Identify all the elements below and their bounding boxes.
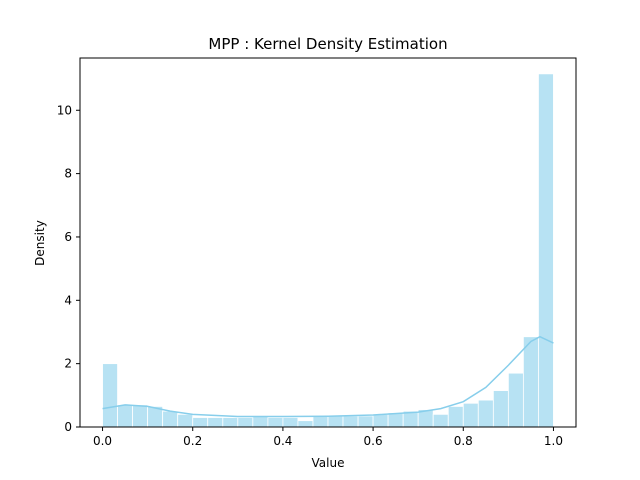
bar (447, 406, 464, 428)
bar (387, 412, 404, 428)
x-tick-label: 0.4 (273, 434, 292, 448)
bar (102, 363, 118, 428)
x-axis-label: Value (312, 456, 345, 470)
bar (162, 410, 179, 428)
y-tick-label: 8 (64, 167, 72, 181)
bar (237, 417, 254, 428)
bar (462, 402, 479, 428)
bar (372, 413, 389, 428)
bar (132, 404, 149, 428)
bar (297, 420, 314, 428)
bar (117, 404, 134, 428)
bar (207, 417, 224, 428)
x-tick-label: 0.6 (364, 434, 383, 448)
y-tick-label: 0 (64, 420, 72, 434)
y-tick-label: 2 (64, 357, 72, 371)
y-tick-label: 6 (64, 230, 72, 244)
bar (492, 390, 509, 428)
bar (312, 415, 329, 428)
y-tick-label: 4 (64, 293, 72, 307)
bar (222, 417, 239, 428)
x-tick-label: 0.0 (93, 434, 112, 448)
bar (342, 415, 359, 428)
x-tick-label: 1.0 (544, 434, 563, 448)
bar (282, 417, 299, 428)
bar (357, 415, 374, 428)
chart-title: MPP : Kernel Density Estimation (208, 35, 447, 53)
bar (192, 417, 209, 428)
bar (522, 336, 539, 428)
y-axis-label: Density (33, 220, 47, 266)
bar (538, 73, 554, 428)
y-tick-label: 10 (57, 103, 72, 117)
bar (327, 415, 344, 428)
bar (477, 399, 494, 428)
bar (432, 413, 449, 428)
bar (507, 372, 524, 428)
kde-line (102, 335, 554, 418)
x-tick-label: 0.2 (183, 434, 202, 448)
bar (252, 415, 269, 428)
bar (177, 413, 194, 428)
plot-frame (79, 57, 577, 428)
x-tick-label: 0.8 (454, 434, 473, 448)
bar (267, 417, 284, 428)
